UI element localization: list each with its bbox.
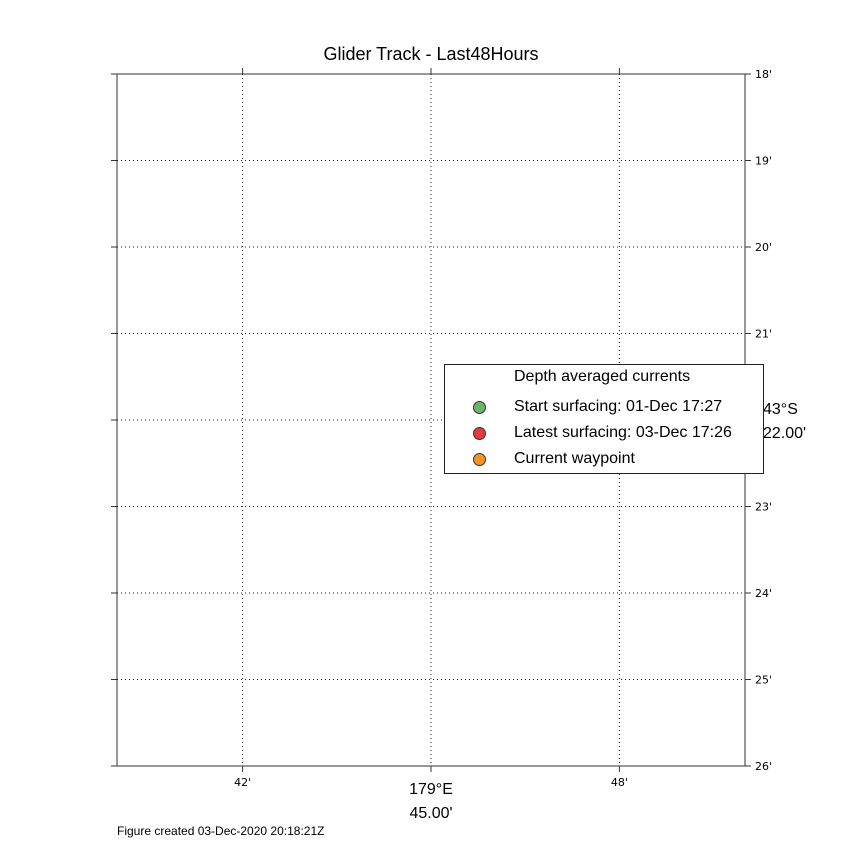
lat-tick-label: 18' xyxy=(755,68,772,81)
legend-header: Depth averaged currents xyxy=(514,368,691,385)
lon-tick-label: 42' xyxy=(234,776,251,789)
map-grid xyxy=(117,74,745,766)
lat-tick-label: 20' xyxy=(755,241,772,254)
lat-tick-label: 21' xyxy=(755,328,772,341)
lat-center-min-label: 22.00' xyxy=(763,425,806,442)
lon-center-min-label: 45.00' xyxy=(409,805,452,822)
lat-tick-label: 19' xyxy=(755,155,772,168)
lat-tick-label: 26' xyxy=(755,760,772,773)
waypoint-marker-icon xyxy=(473,452,486,466)
figure-footer: Figure created 03-Dec-2020 20:18:21Z xyxy=(117,824,325,838)
legend-item-waypoint: Current waypoint xyxy=(445,447,635,471)
legend-label: Start surfacing: 01-Dec 17:27 xyxy=(514,398,723,415)
lat-tick-label: 24' xyxy=(755,587,772,600)
lon-tick-label: 48' xyxy=(611,776,628,789)
lat-center-label: 43°S xyxy=(763,401,798,418)
start-marker-icon xyxy=(473,400,486,414)
lat-tick-label: 25' xyxy=(755,674,772,687)
legend-item-latest: Latest surfacing: 03-Dec 17:26 xyxy=(445,421,732,445)
legend-label: Current waypoint xyxy=(514,450,635,467)
map-ticks xyxy=(111,68,751,772)
lon-center-label: 179°E xyxy=(409,781,453,798)
legend-item-start: Start surfacing: 01-Dec 17:27 xyxy=(445,395,722,419)
figure-title: Glider Track - Last48Hours xyxy=(323,44,539,64)
map-tick-labels: 18' 19' 20' 21' 43°S 22.00' 23' 24' 25' 26' 42' 179… xyxy=(234,68,806,822)
latest-marker-icon xyxy=(473,426,486,440)
legend: Depth averaged currents Start surfacing:… xyxy=(444,364,764,474)
lat-tick-label: 23' xyxy=(755,501,772,514)
legend-label: Latest surfacing: 03-Dec 17:26 xyxy=(514,424,732,441)
